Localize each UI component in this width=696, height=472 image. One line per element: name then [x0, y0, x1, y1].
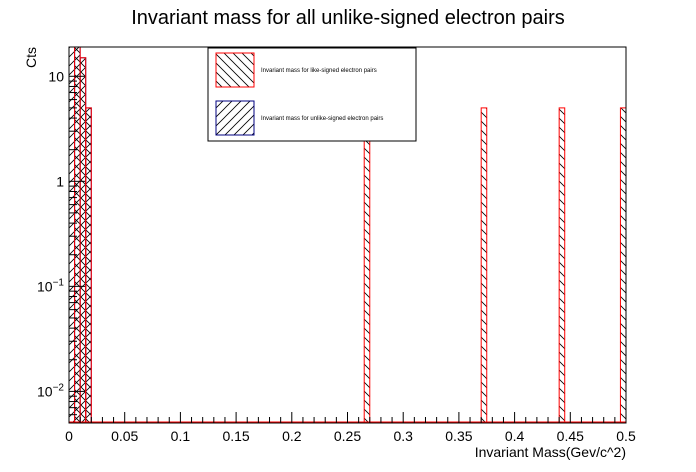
- x-tick-label: 0.4: [505, 428, 525, 444]
- bar-like-0: [74, 46, 81, 424]
- x-tick-label: 0: [65, 428, 73, 444]
- y-tick-label: 1: [56, 173, 64, 189]
- x-axis: 0 0.05 0.1 0.15 0.2 0.25 0.3 0.35 0.4 0.45 0.5: [65, 412, 636, 444]
- bars-layer: [68, 46, 627, 424]
- legend-swatch-like-signed: [215, 52, 255, 88]
- legend: Invariant mass for like-signed electron …: [207, 47, 417, 142]
- x-axis-label: Invariant Mass(Gev/c^2): [475, 444, 626, 460]
- x-tick-label: 0.25: [334, 428, 361, 444]
- y-tick-label: 10−1: [37, 277, 64, 294]
- y-axis: 10 1 10−1 10−2: [37, 68, 85, 424]
- bar-like-4: [480, 107, 488, 424]
- legend-label-like-signed: Invariant mass for like-signed electron …: [261, 68, 377, 74]
- y-tick-label: 10−2: [37, 382, 64, 399]
- bar-like-6: [619, 107, 627, 424]
- x-tick-label: 0.1: [171, 428, 191, 444]
- x-tick-label: 0.05: [111, 428, 138, 444]
- x-tick-label: 0.15: [222, 428, 249, 444]
- legend-swatch-unlike-signed: [215, 100, 255, 136]
- bar-like-5: [558, 107, 566, 424]
- y-tick-label: 10: [48, 68, 64, 84]
- y-axis-label: Cts: [23, 47, 39, 68]
- legend-label-unlike-signed: Invariant mass for unlike-signed electro…: [261, 116, 383, 122]
- x-tick-label: 0.5: [616, 428, 636, 444]
- x-tick-label: 0.45: [557, 428, 584, 444]
- chart-title: Invariant mass for all unlike-signed ele…: [131, 7, 565, 29]
- x-tick-label: 0.2: [282, 428, 302, 444]
- bar-like-1: [79, 57, 87, 424]
- x-tick-label: 0.3: [393, 428, 413, 444]
- bar-unlike-0: [68, 46, 76, 424]
- bar-like-3: [363, 107, 371, 424]
- bar-like-2: [85, 107, 92, 424]
- x-tick-label: 0.35: [445, 428, 472, 444]
